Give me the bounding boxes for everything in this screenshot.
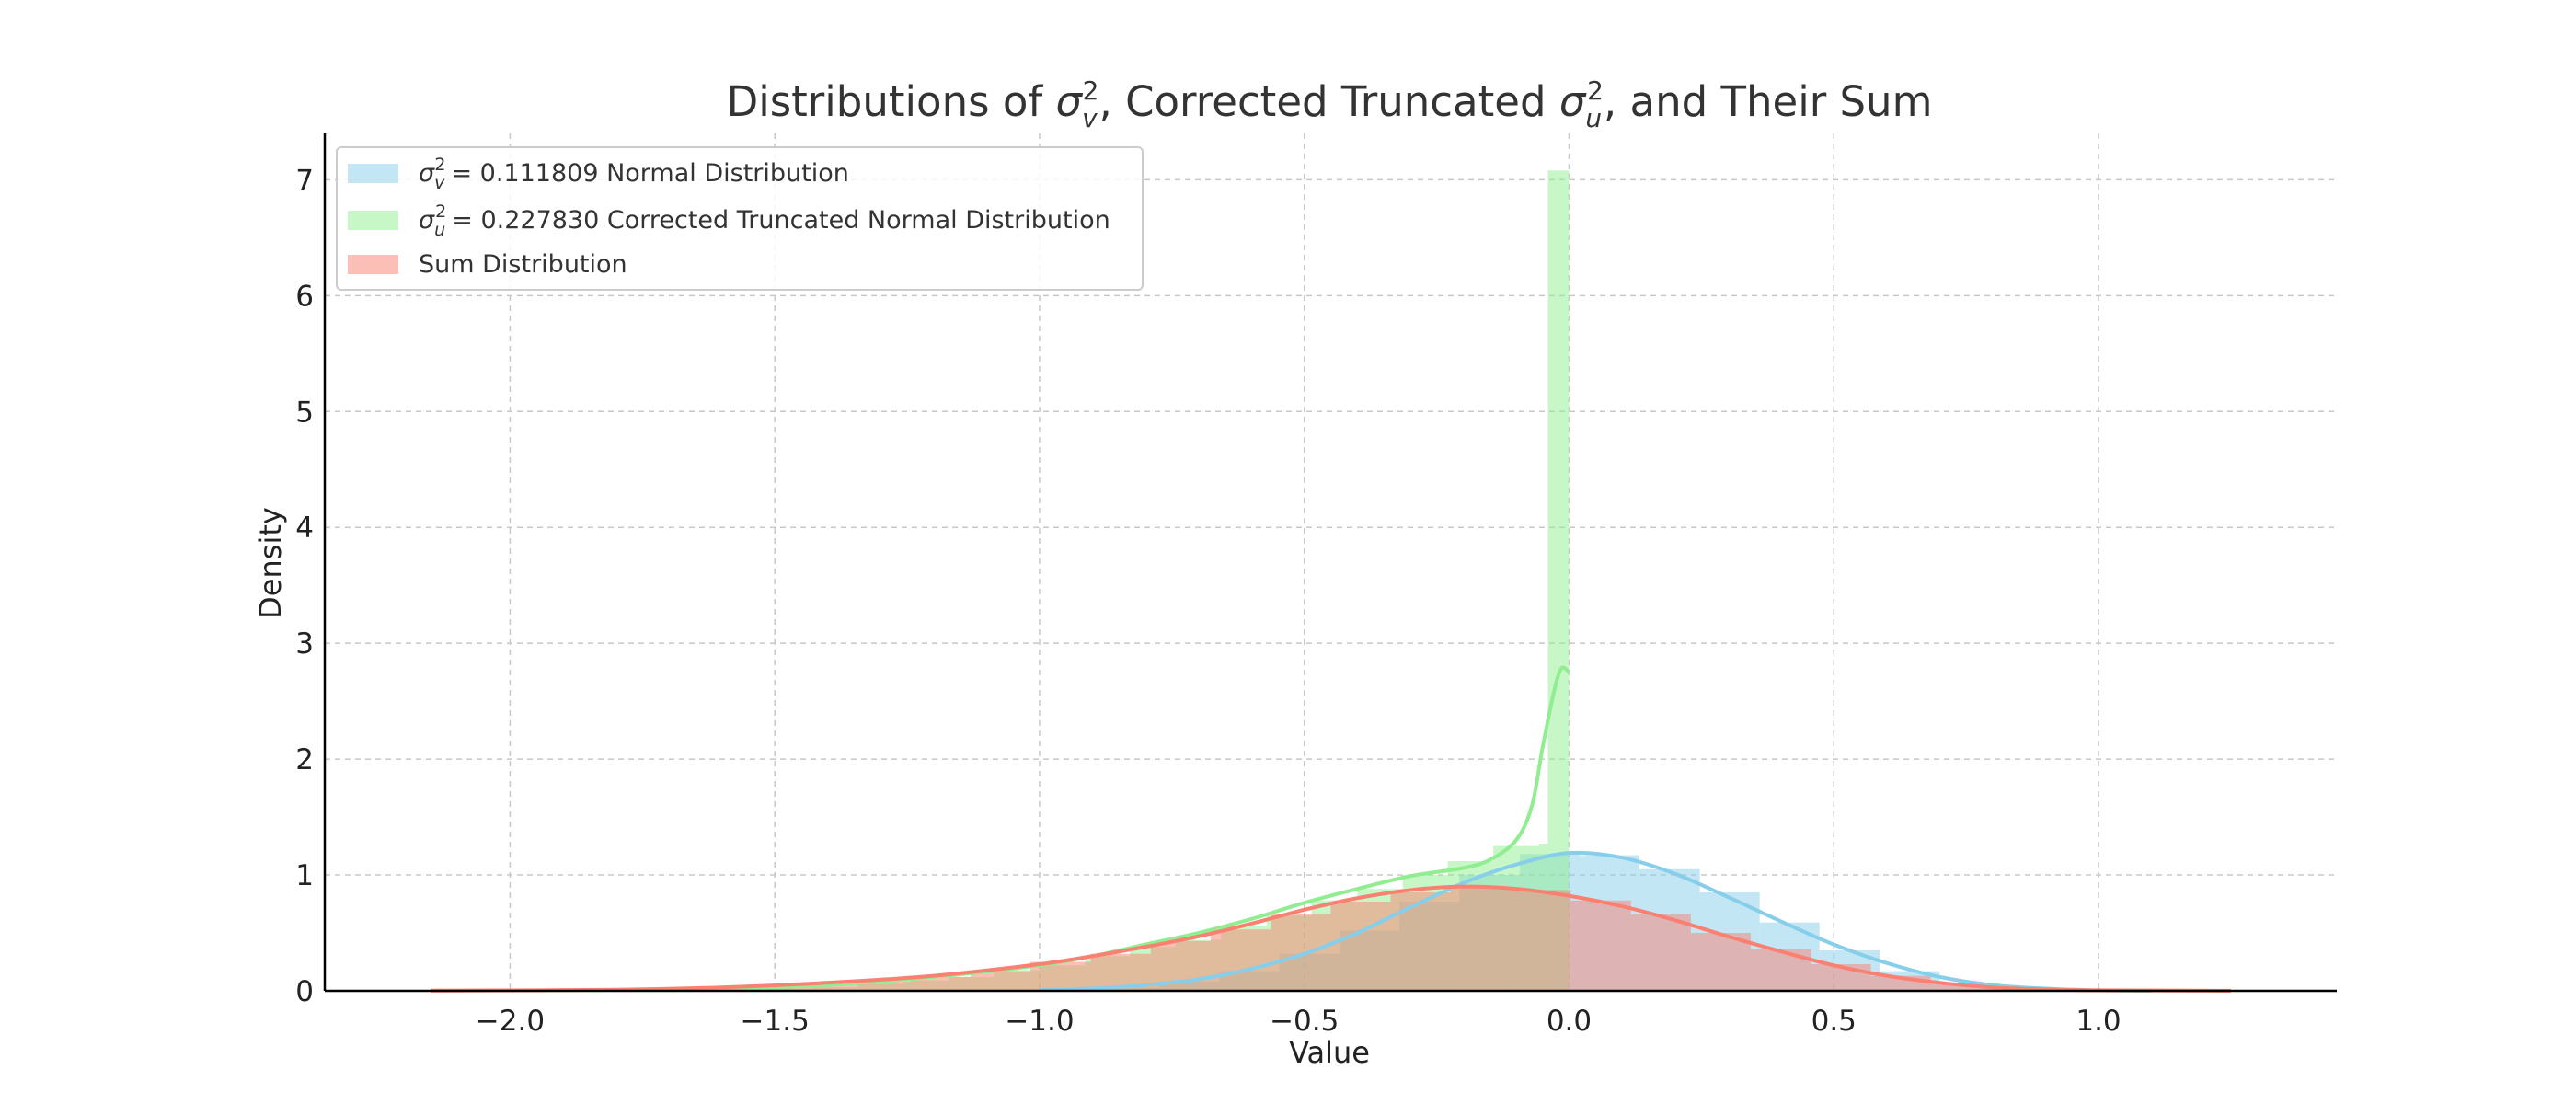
x-tick-label: −0.5 <box>1270 1005 1339 1038</box>
histogram-bar-sum <box>911 976 972 991</box>
histogram-bar-sum <box>1630 914 1691 991</box>
y-tick-label: 6 <box>295 280 314 313</box>
histogram-bar-sum <box>1930 983 1992 991</box>
title-part-2: , Corrected Truncated <box>1098 77 1558 126</box>
histogram-bar-sum <box>790 984 851 991</box>
title-part-3: , and Their Sum <box>1604 77 1933 126</box>
histogram-bar-sum <box>1330 902 1391 991</box>
title-sub-u: u <box>1585 103 1602 133</box>
x-axis-label: Value <box>1289 1035 1370 1070</box>
y-tick-label: 3 <box>295 627 314 661</box>
y-tick-label: 7 <box>295 164 314 197</box>
x-tick-label: −1.0 <box>1005 1005 1074 1038</box>
y-tick-label: 0 <box>295 975 314 1008</box>
legend-su-text: = 0.227830 Corrected Truncated Normal Di… <box>452 206 1110 235</box>
legend-box <box>336 146 1144 291</box>
kde-line-sv <box>1039 850 2152 993</box>
kde-line-sum <box>431 884 2231 993</box>
y-tick-label: 5 <box>295 396 314 429</box>
y-tick-label: 2 <box>295 743 314 776</box>
histogram-bar-sum <box>1570 900 1631 991</box>
legend-su-sup: 2 <box>435 201 446 222</box>
title-sub-v: v <box>1082 103 1098 133</box>
histogram-bar-sum <box>971 971 1031 991</box>
histogram-bar-sum <box>1210 929 1271 991</box>
histogram-bar-su <box>1547 170 1570 991</box>
x-tick-label: 0.5 <box>1811 1005 1857 1038</box>
x-tick-label: −1.5 <box>741 1005 810 1038</box>
y-axis-label: Density <box>253 507 288 619</box>
legend-sv-sub: v <box>434 173 445 193</box>
legend-sv-text: = 0.111809 Normal Distribution <box>451 159 848 188</box>
legend-sv-symbol: σ <box>419 159 435 188</box>
title-sigma-v: σ <box>1056 77 1084 126</box>
legend-sv-sup: 2 <box>434 155 445 175</box>
histogram-bar-sum <box>1511 890 1571 991</box>
histogram-bar-sum <box>850 981 912 991</box>
x-tick-label: 1.0 <box>2076 1005 2121 1038</box>
legend-label-sum: Sum Distribution <box>419 250 627 279</box>
axes <box>323 133 2337 993</box>
y-tick-label: 4 <box>295 512 314 545</box>
histogram-bar-sum <box>1451 886 1512 991</box>
title-sup-v: 2 <box>1083 75 1099 106</box>
title-sup-u: 2 <box>1587 75 1604 106</box>
title-part-1: Distributions of <box>727 77 1056 126</box>
histogram-bar-sum <box>1690 933 1751 991</box>
x-tick-label: −2.0 <box>476 1005 545 1038</box>
chart-title: Distributions of σv2, Corrected Truncate… <box>727 75 1933 133</box>
legend-label-sv: σv2 = 0.111809 Normal Distribution <box>419 155 849 193</box>
legend-swatch-sv <box>348 164 398 183</box>
legend-su-symbol: σ <box>419 206 435 235</box>
title-sigma-u: σ <box>1559 77 1587 126</box>
y-tick-label: 1 <box>295 859 314 892</box>
x-tick-label: 0.0 <box>1547 1005 1592 1038</box>
histogram-bar-sum <box>1390 891 1452 991</box>
legend: σv2 = 0.111809 Normal Distribution σu2 = 0… <box>336 146 1144 291</box>
legend-swatch-sum <box>348 255 398 274</box>
kde-curves <box>431 665 2231 993</box>
histogram-bar-sum <box>1271 914 1331 991</box>
tick-labels: −2.0 −1.5 −1.0 −0.5 0.0 0.5 1.0 0 1 2 3 4 5 6 7 <box>295 164 2121 1038</box>
legend-su-sub: u <box>434 220 445 240</box>
legend-swatch-su <box>348 211 398 230</box>
legend-label-su: σu2 = 0.227830 Corrected Truncated Normal… <box>419 201 1110 240</box>
